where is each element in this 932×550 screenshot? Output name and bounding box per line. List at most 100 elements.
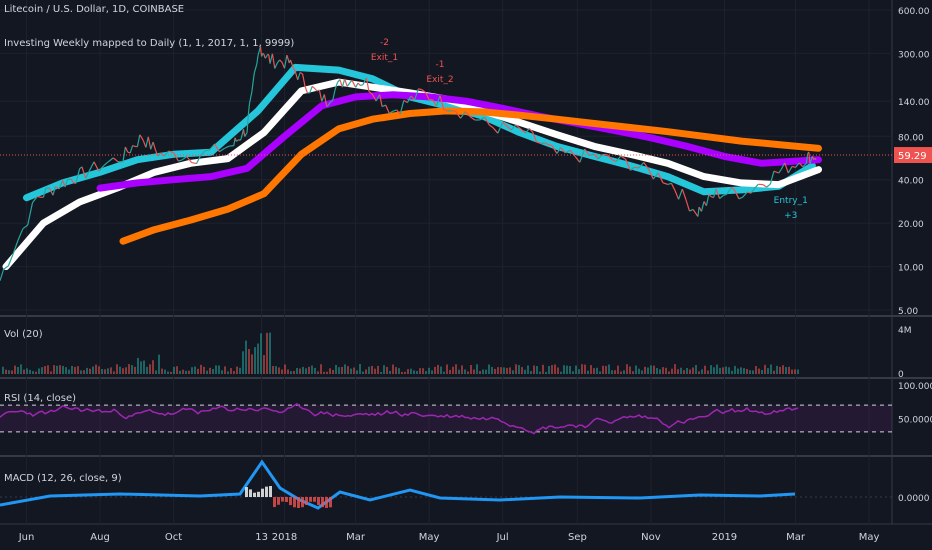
volume-bar [791,369,793,374]
volume-bar [503,367,505,374]
volume-bar [113,371,115,374]
volume-bar [329,368,331,374]
volume-bar [548,366,550,374]
volume-bar [311,365,313,374]
price-candle-segment [565,149,571,154]
price-candle-segment [141,138,144,142]
price-candle-segment [136,134,141,147]
price-candle-segment [719,195,724,199]
price-candle-segment [159,152,165,157]
volume-bar [608,364,610,374]
price-candle-segment [455,110,461,119]
volume-bar [677,369,679,374]
volume-bar [476,364,478,374]
price-candle-segment [58,180,64,190]
volume-bar [668,371,670,374]
price-candle-segment [37,195,40,198]
price-candle-segment [357,82,361,86]
volume-bar [497,367,499,374]
price-candle-segment [326,105,329,107]
volume-bar [710,365,712,374]
price-candle-segment [678,188,683,200]
price-candle-segment [309,86,313,94]
volume-bar [302,366,304,374]
price-candle-segment [252,72,255,83]
price-candle-segment [93,161,100,172]
volume-bar [383,365,385,374]
price-candle-segment [323,94,328,107]
volume-bar [422,368,424,374]
price-candle-segment [32,196,38,203]
volume-bar [263,355,265,374]
price-candle-segment [334,82,339,90]
volume-bar [473,369,475,374]
price-candle-segment [209,143,216,151]
volume-bar [308,366,310,374]
price-candle-segment [685,199,691,212]
volume-bar [374,368,376,374]
price-candle-segment [633,166,639,169]
price-candle-segment [700,201,705,212]
volume-bar [284,364,286,374]
price-candle-segment [178,159,183,162]
rsi-y-tick: 50.0000 [898,416,932,426]
volume-bar [392,364,394,374]
volume-bar [518,365,520,374]
volume-bar [149,364,151,374]
volume-bar [95,364,97,374]
volume-title: Vol (20) [4,329,43,340]
volume-bar [137,357,139,374]
price-candle-segment [55,186,60,190]
volume-bar [122,368,124,374]
price-candle-segment [560,147,566,154]
price-candle-segment [766,183,771,188]
volume-bar [647,367,649,374]
trade-annotation: -1 [435,60,444,70]
volume-bar [707,370,709,374]
x-tick-label: May [859,532,880,543]
price-candle-segment [738,196,743,200]
volume-bar [779,366,781,374]
macd-histogram-bar [309,497,312,502]
price-candle-segment [368,90,373,95]
macd-histogram-bar [281,497,284,502]
price-candle-segment [294,71,299,80]
macd-histogram-bar [257,491,260,497]
price-candle-segment [385,104,390,114]
price-candle-segment [48,187,54,196]
volume-bar [35,371,37,374]
volume-bar [50,371,52,374]
volume-bar [584,364,586,374]
price-candle-segment [597,154,604,160]
price-candle-segment [392,109,397,112]
volume-bar [86,367,88,374]
volume-bar [785,367,787,374]
price-candle-segment [124,146,129,153]
volume-bar [152,360,154,374]
volume-bar [494,368,496,374]
volume-bar [425,371,427,374]
volume-bar [74,366,76,374]
volume-bar [611,370,613,374]
price-candle-segment [264,56,267,59]
volume-bar [767,368,769,374]
price-candle-segment [787,166,793,174]
price-candle-segment [286,54,290,64]
price-candle-segment [195,156,201,164]
price-candle-segment [355,82,359,88]
trade-annotation: -2 [380,38,389,48]
price-candle-segment [191,162,197,165]
volume-bar [689,369,691,374]
y-tick-label: 300.00 [898,50,930,60]
price-candle-segment [269,53,273,64]
volume-bar [110,367,112,374]
volume-bar [692,367,694,374]
volume-bar [530,371,532,374]
price-candle-segment [271,53,276,69]
x-tick-label: 13 [255,532,268,543]
price-candle-segment [85,170,90,179]
volume-bar [620,371,622,374]
volume-bar [161,368,163,374]
price-candle-segment [70,178,74,184]
